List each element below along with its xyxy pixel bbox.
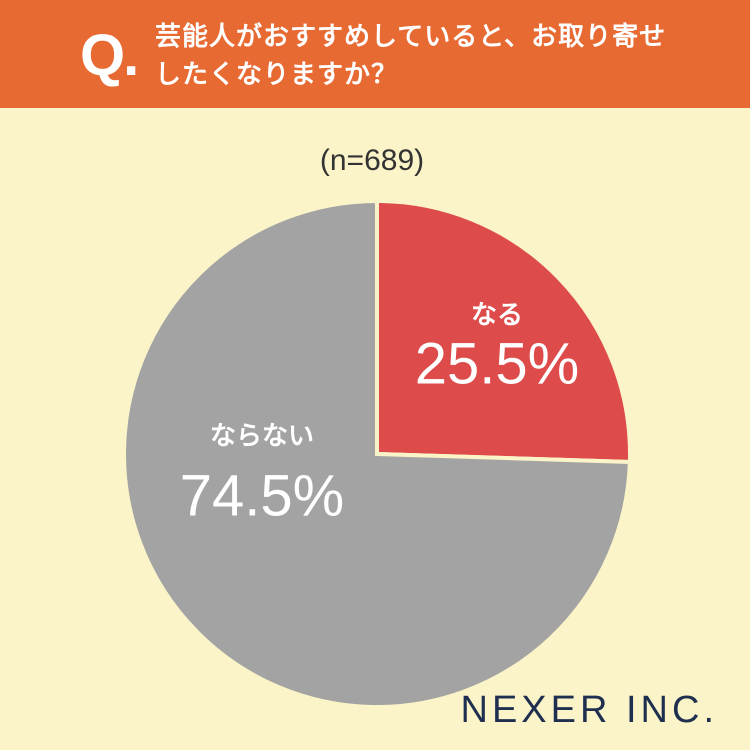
question-marker: Q.: [80, 23, 139, 88]
slice-category: ならない: [210, 422, 314, 452]
header: Q. 芸能人がおすすめしていると、お取り寄せしたくなりますか？: [0, 0, 750, 108]
pie: [122, 198, 632, 709]
pie-slice: [122, 198, 632, 709]
chart-title: 芸能人がおすすめしていると、お取り寄せしたくなりますか？: [155, 22, 667, 90]
slice-value: 74.5%: [180, 463, 344, 528]
slice-category: なる: [471, 301, 523, 331]
subtitle: (n=689): [320, 144, 424, 177]
pie-slice: [375, 198, 632, 465]
slice-value: 25.5%: [415, 331, 579, 396]
logo: NEXER INC.: [461, 689, 718, 731]
